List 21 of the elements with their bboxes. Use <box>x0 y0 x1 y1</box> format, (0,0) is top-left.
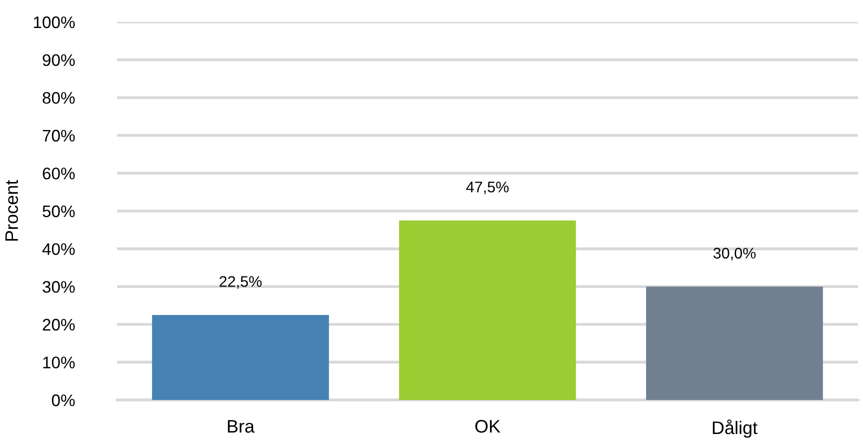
y-tick-label: 40% <box>42 243 75 256</box>
bar <box>399 220 576 400</box>
bar <box>646 286 823 400</box>
data-label: 22,5% <box>220 276 262 289</box>
x-tick-label: Bra <box>228 420 255 433</box>
y-tick-label: 10% <box>43 356 75 368</box>
y-tick-label: 30% <box>42 281 75 293</box>
y-tick-label: 80% <box>42 92 75 104</box>
data-label: 30,0% <box>713 248 756 260</box>
y-tick-label: 0% <box>52 394 75 406</box>
y-tick-label: 70% <box>42 130 75 142</box>
bar <box>152 314 329 400</box>
data-label: 47,5% <box>466 182 509 194</box>
y-tick-label: 20% <box>42 318 75 331</box>
y-tick-label: 50% <box>42 205 75 218</box>
x-tick-label: OK <box>475 420 500 433</box>
y-axis-title: Procent <box>5 180 18 241</box>
y-tick-label: 60% <box>42 168 75 180</box>
y-tick-label: 90% <box>42 54 75 66</box>
y-tick-label: 100% <box>34 16 75 28</box>
x-tick-label: Dåligt <box>712 419 758 438</box>
